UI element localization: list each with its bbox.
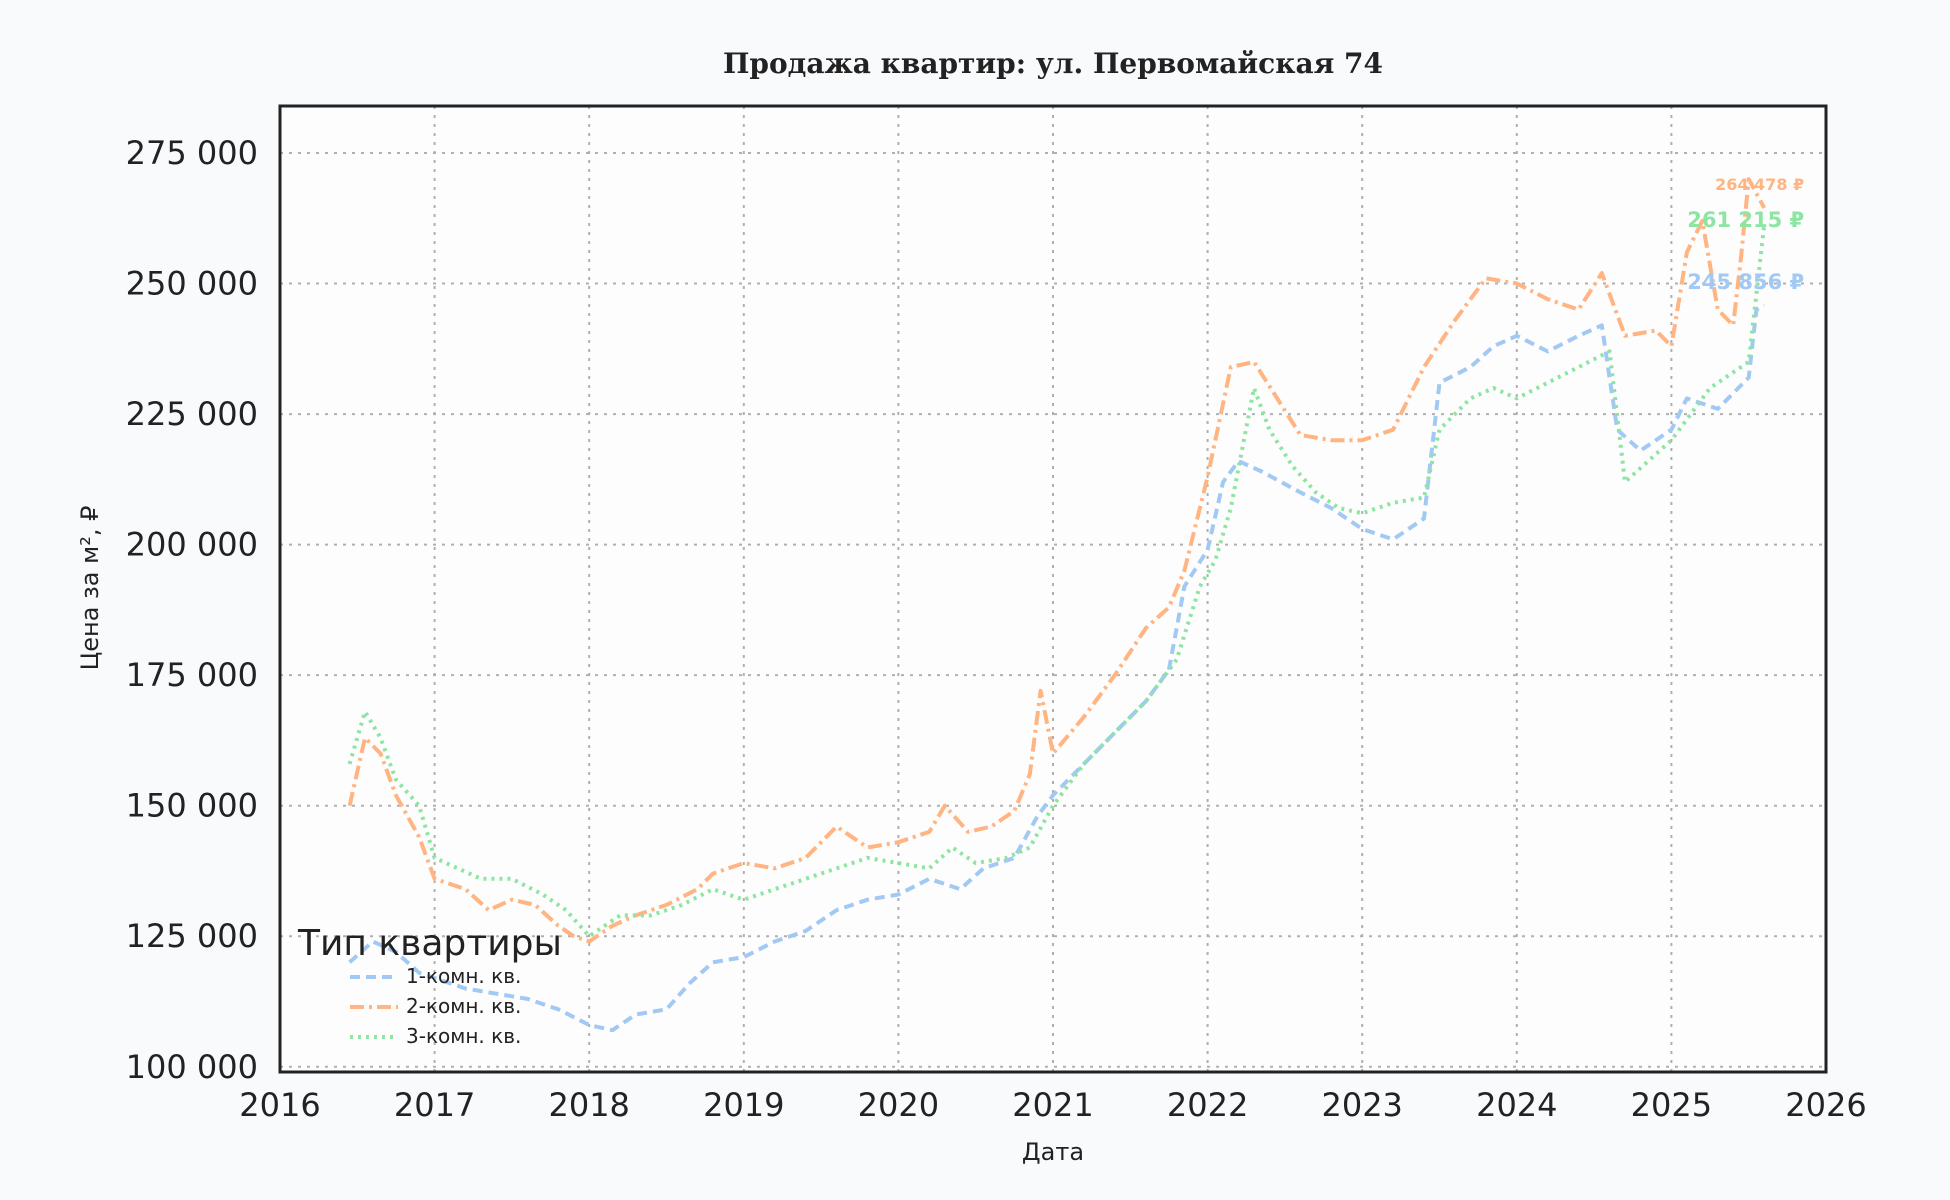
x-tick-label: 2021 (1012, 1086, 1093, 1124)
end-labels: 245 856 ₽ 264 478 ₽ 261 215 ₽ (1687, 175, 1804, 294)
y-tick-label: 225 000 (126, 395, 258, 433)
legend: Тип квартиры 1-комн. кв. 2-комн. кв. 3-ком… (297, 923, 562, 1048)
series-layer (347, 177, 1767, 1033)
x-tick-label: 2024 (1476, 1086, 1557, 1124)
legend-label: 2-комн. кв. (406, 994, 521, 1018)
plot-background (280, 106, 1826, 1072)
x-tick-label: 2017 (394, 1086, 475, 1124)
end-label-series-1: 245 856 ₽ (1687, 270, 1804, 294)
y-tick-label: 275 000 (126, 134, 258, 172)
end-label-series-3: 261 215 ₽ (1687, 208, 1804, 232)
x-tick-label: 2022 (1167, 1086, 1248, 1124)
x-tick-label: 2018 (548, 1086, 629, 1124)
series-line-3 (347, 224, 1767, 939)
legend-items: 1-комн. кв. 2-комн. кв. 3-комн. кв. (350, 964, 521, 1048)
y-tick-label: 150 000 (126, 787, 258, 825)
x-axis-label: Дата (1022, 1138, 1084, 1166)
series-line-1 (348, 303, 1766, 1033)
y-tick-label: 250 000 (126, 265, 258, 303)
x-tick-label: 2023 (1321, 1086, 1402, 1124)
x-tick-label: 2019 (703, 1086, 784, 1124)
end-label-series-2: 264 478 ₽ (1715, 175, 1804, 194)
x-tick-label: 2020 (858, 1086, 939, 1124)
y-axis-label: Цена за м², ₽ (76, 506, 104, 671)
y-tick-label: 100 000 (126, 1048, 258, 1086)
x-tick-label: 2026 (1785, 1086, 1866, 1124)
grid (279, 106, 1827, 1072)
y-tick-label: 125 000 (126, 917, 258, 955)
legend-label: 1-комн. кв. (406, 964, 521, 988)
x-tick-label: 2025 (1631, 1086, 1712, 1124)
y-tick-label: 175 000 (126, 656, 258, 694)
chart-title: Продажа квартир: ул. Первомайская 74 (723, 47, 1383, 80)
y-axis-ticks: 100 000 125 000 150 000 175 000 200 000 225 0… (126, 134, 258, 1086)
series-line-2 (347, 177, 1766, 944)
legend-label: 3-комн. кв. (406, 1024, 521, 1048)
x-tick-label: 2016 (239, 1086, 320, 1124)
plot-frame (278, 104, 1828, 1074)
legend-title: Тип квартиры (297, 923, 562, 964)
x-axis-ticks: 2016 2017 2018 2019 2020 2021 2022 2023 2024 2025… (239, 1086, 1866, 1124)
y-tick-label: 200 000 (126, 526, 258, 564)
